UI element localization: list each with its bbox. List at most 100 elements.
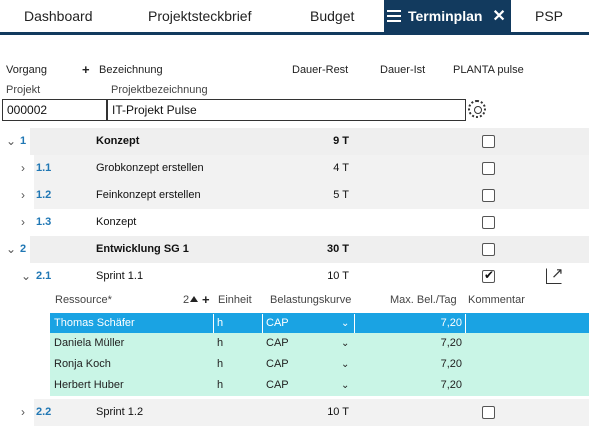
resource-name[interactable]: Herbert Huber bbox=[54, 379, 124, 391]
task-name: Sprint 1.2 bbox=[96, 406, 144, 418]
chevron-down-icon[interactable]: ⌄ bbox=[21, 269, 32, 283]
resource-kommentar[interactable] bbox=[469, 354, 584, 375]
column-dauer-ist[interactable]: Dauer-Ist bbox=[380, 64, 426, 76]
tab-projektsteckbrief[interactable]: Projektsteckbrief bbox=[148, 8, 252, 24]
task-number: 1.3 bbox=[36, 216, 52, 228]
planta-pulse-checkbox[interactable] bbox=[482, 406, 495, 419]
task-name: Sprint 1.1 bbox=[96, 270, 144, 282]
planta-pulse-checkbox[interactable] bbox=[482, 135, 495, 148]
task-number: 2.1 bbox=[36, 270, 52, 282]
resource-max-bel[interactable]: 7,20 bbox=[440, 379, 462, 391]
tab-terminplan[interactable]: Terminplan ✕ bbox=[384, 0, 511, 32]
task-number: 2.2 bbox=[36, 406, 52, 418]
task-row[interactable]: › 1.2 Feinkonzept erstellen 5 T bbox=[0, 182, 589, 209]
chevron-down-icon[interactable]: ⌄ bbox=[341, 380, 350, 391]
resource-row[interactable]: Herbert Huber h CAP ⌄ 7,20 bbox=[50, 375, 589, 396]
resource-kommentar[interactable] bbox=[469, 333, 584, 354]
column-dauer-rest[interactable]: Dauer-Rest bbox=[292, 64, 349, 76]
planta-pulse-checkbox[interactable] bbox=[482, 268, 495, 283]
open-external-icon[interactable] bbox=[546, 268, 562, 284]
resource-einheit[interactable]: h bbox=[217, 379, 224, 391]
resource-row[interactable]: Thomas Schäfer h CAP ⌄ 7,20 bbox=[50, 313, 589, 334]
column-einheit[interactable]: Einheit bbox=[218, 294, 252, 306]
resource-kurve[interactable]: CAP bbox=[266, 337, 289, 349]
resource-kurve[interactable]: CAP bbox=[266, 379, 289, 391]
task-name: Grobkonzept erstellen bbox=[96, 162, 204, 174]
resource-row[interactable]: Daniela Müller h CAP ⌄ 7,20 bbox=[50, 333, 589, 354]
task-row[interactable]: › 1.3 Konzept bbox=[0, 209, 589, 236]
tab-dashboard[interactable]: Dashboard bbox=[24, 8, 93, 24]
task-row[interactable]: › 1.1 Grobkonzept erstellen 4 T bbox=[0, 155, 589, 182]
tab-psp[interactable]: PSP bbox=[535, 8, 564, 24]
tab-terminplan-label: Terminplan bbox=[408, 8, 483, 24]
task-number: 1 bbox=[20, 135, 27, 147]
resource-kurve[interactable]: CAP bbox=[266, 358, 289, 370]
planta-pulse-checkbox[interactable] bbox=[482, 162, 495, 175]
task-name: Konzept bbox=[96, 216, 137, 228]
resource-max-bel[interactable]: 7,20 bbox=[440, 337, 462, 349]
task-number: 1.1 bbox=[36, 162, 52, 174]
task-duration: 30 T bbox=[326, 243, 349, 255]
tab-budget[interactable]: Budget bbox=[310, 8, 355, 24]
resource-name[interactable]: Ronja Koch bbox=[54, 358, 111, 370]
tab-bar: Dashboard Projektsteckbrief Budget Termi… bbox=[0, 0, 589, 35]
task-number: 1.2 bbox=[36, 189, 52, 201]
resource-name[interactable]: Thomas Schäfer bbox=[54, 317, 135, 329]
task-name: Konzept bbox=[96, 135, 140, 147]
chevron-down-icon[interactable]: ⌄ bbox=[6, 134, 17, 148]
add-column-button[interactable]: + bbox=[82, 62, 90, 77]
task-duration: 5 T bbox=[333, 189, 349, 201]
sort-indicator[interactable]: 2 bbox=[183, 294, 199, 306]
planta-pulse-checkbox[interactable] bbox=[482, 216, 495, 229]
task-duration: 10 T bbox=[327, 406, 349, 418]
column-belastungskurve[interactable]: Belastungskurve bbox=[270, 294, 352, 306]
task-name: Entwicklung SG 1 bbox=[96, 243, 189, 255]
planta-pulse-checkbox[interactable] bbox=[482, 189, 495, 202]
resource-max-bel[interactable]: 7,20 bbox=[440, 358, 462, 370]
planta-pulse-checkbox[interactable] bbox=[482, 243, 495, 256]
chevron-down-icon[interactable]: ⌄ bbox=[341, 359, 350, 370]
projektbezeichnung-field[interactable]: IT-Projekt Pulse bbox=[107, 99, 466, 121]
sort-ascending-icon bbox=[190, 296, 199, 302]
chevron-right-icon[interactable]: › bbox=[21, 405, 25, 419]
task-duration: 4 T bbox=[333, 162, 349, 174]
projekt-field[interactable]: 000002 bbox=[2, 99, 107, 121]
resource-max-bel[interactable]: 7,20 bbox=[440, 317, 462, 329]
task-row[interactable]: ⌄ 1 Konzept 9 T bbox=[0, 128, 589, 155]
menu-icon[interactable] bbox=[387, 10, 401, 22]
task-number: 2 bbox=[20, 243, 27, 255]
resource-kommentar[interactable] bbox=[469, 313, 584, 334]
task-row[interactable]: › 2.2 Sprint 1.2 10 T bbox=[0, 399, 589, 426]
task-duration: 9 T bbox=[333, 135, 349, 147]
sort-number: 2 bbox=[183, 294, 190, 306]
task-duration: 10 T bbox=[327, 270, 349, 282]
chevron-right-icon[interactable]: › bbox=[21, 215, 25, 229]
resource-einheit[interactable]: h bbox=[217, 337, 224, 349]
column-ressource[interactable]: Ressource* bbox=[55, 294, 112, 306]
projektbezeichnung-label: Projektbezeichnung bbox=[111, 84, 208, 96]
chevron-right-icon[interactable]: › bbox=[21, 161, 25, 175]
chevron-right-icon[interactable]: › bbox=[21, 188, 25, 202]
task-row[interactable]: ⌄ 2 Entwicklung SG 1 30 T bbox=[0, 236, 589, 263]
column-bezeichnung[interactable]: Bezeichnung bbox=[99, 64, 163, 76]
chevron-down-icon[interactable]: ⌄ bbox=[6, 242, 17, 256]
column-vorgang[interactable]: Vorgang bbox=[6, 64, 47, 76]
add-resource-column-button[interactable]: + bbox=[202, 292, 210, 307]
task-name: Feinkonzept erstellen bbox=[96, 189, 201, 201]
resource-einheit[interactable]: h bbox=[217, 358, 224, 370]
column-max-bel-tag[interactable]: Max. Bel./Tag bbox=[390, 294, 457, 306]
chevron-down-icon[interactable]: ⌄ bbox=[341, 318, 350, 329]
column-planta-pulse[interactable]: PLANTA pulse bbox=[453, 64, 524, 76]
resource-kurve[interactable]: CAP bbox=[266, 317, 289, 329]
resource-row[interactable]: Ronja Koch h CAP ⌄ 7,20 bbox=[50, 354, 589, 375]
resource-kommentar[interactable] bbox=[469, 375, 584, 396]
column-kommentar[interactable]: Kommentar bbox=[468, 294, 525, 306]
resource-name[interactable]: Daniela Müller bbox=[54, 337, 125, 349]
arrow-up-right-icon: ↗ bbox=[551, 265, 564, 282]
chevron-down-icon[interactable]: ⌄ bbox=[341, 338, 350, 349]
resource-einheit[interactable]: h bbox=[217, 317, 224, 329]
close-icon[interactable]: ✕ bbox=[492, 8, 506, 25]
gear-icon[interactable] bbox=[468, 100, 486, 118]
projekt-label: Projekt bbox=[6, 84, 41, 96]
task-row[interactable]: ⌄ 2.1 Sprint 1.1 10 T ↗ bbox=[0, 263, 589, 290]
